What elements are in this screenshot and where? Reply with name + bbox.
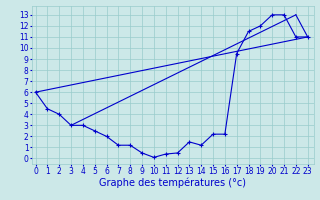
X-axis label: Graphe des températures (°c): Graphe des températures (°c) [99, 178, 246, 188]
